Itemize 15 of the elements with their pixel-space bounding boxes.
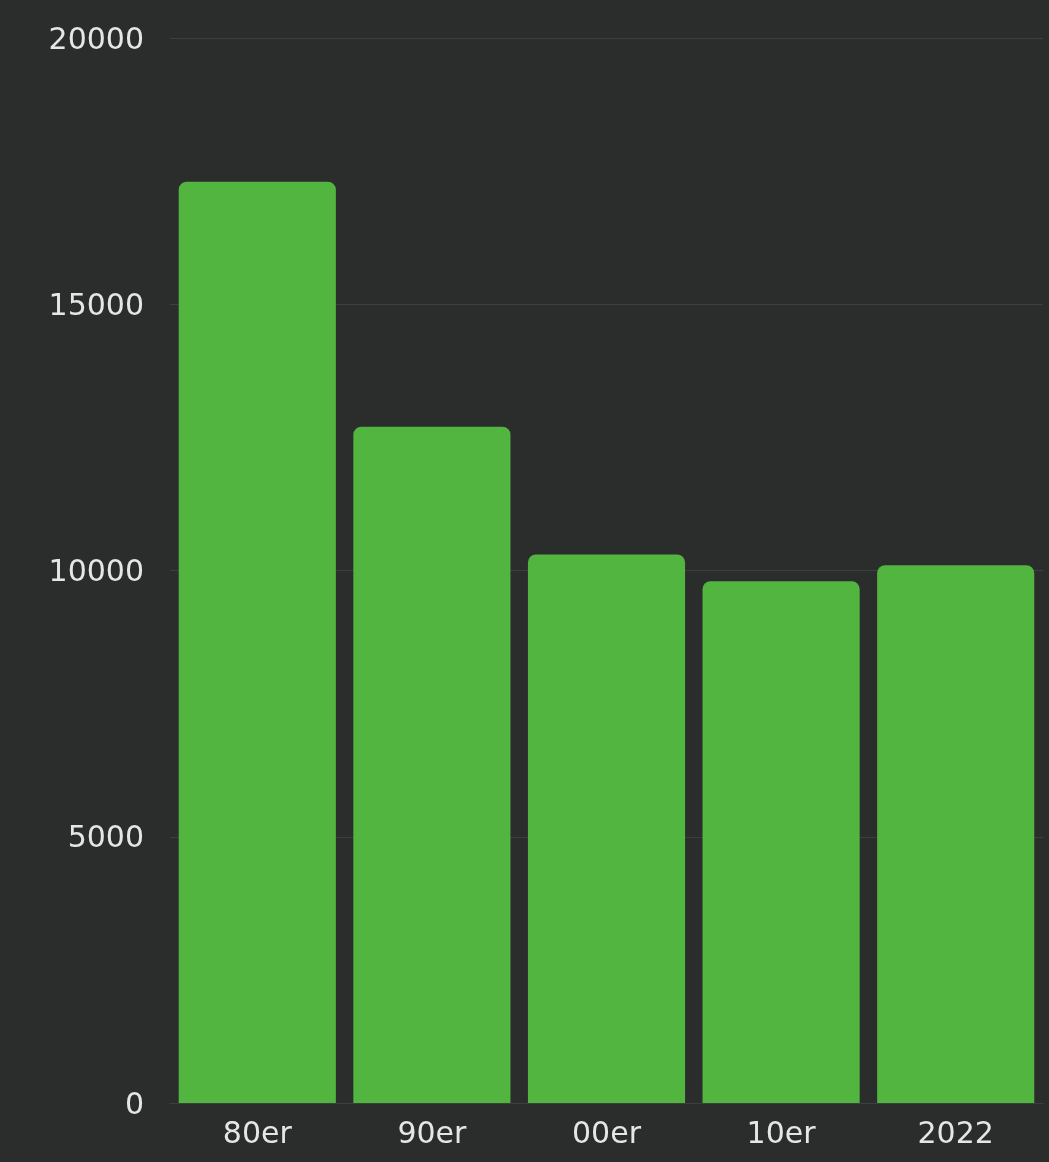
- x-tick-label: 00er: [572, 1114, 642, 1150]
- bar: [877, 565, 1035, 1103]
- bar: [702, 581, 860, 1103]
- y-tick-label: 20000: [48, 20, 144, 56]
- x-tick-label: 10er: [746, 1114, 817, 1150]
- bar: [527, 554, 686, 1103]
- y-tick-label: 10000: [48, 553, 144, 588]
- y-tick-label: 0: [124, 1085, 144, 1121]
- y-tick-label: 5000: [67, 819, 144, 855]
- bar: [178, 181, 336, 1103]
- bar: [353, 426, 511, 1103]
- x-tick-label: 90er: [397, 1114, 468, 1150]
- x-tick-label: 80er: [222, 1114, 293, 1150]
- y-tick-label: 15000: [48, 286, 144, 322]
- x-tick-label: 2022: [917, 1114, 994, 1150]
